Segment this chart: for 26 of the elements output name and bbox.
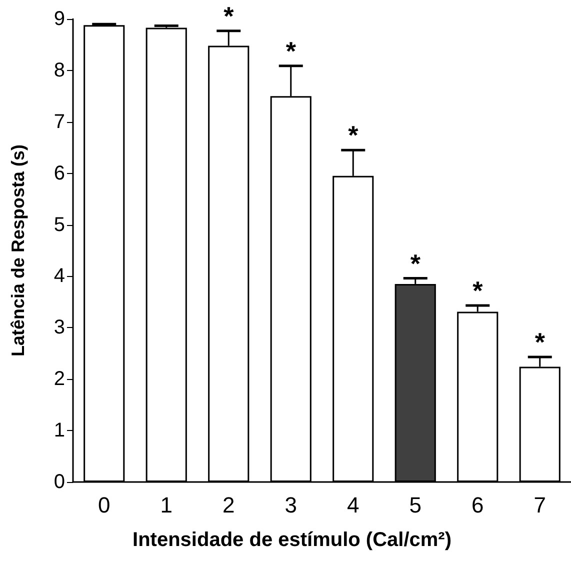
annotation: *: [348, 120, 360, 150]
x-tick-label: 7: [534, 492, 546, 518]
annotation: *: [472, 276, 484, 306]
x-tick-label: 5: [409, 492, 422, 518]
y-tick-label: 0: [54, 471, 65, 493]
y-tick-label: 2: [54, 368, 65, 390]
y-tick-label: 3: [54, 316, 65, 339]
x-axis-title: Intensidade de estímulo (Cal/cm²): [132, 529, 452, 551]
y-tick-label: 9: [54, 8, 65, 30]
y-tick-label: 1: [54, 420, 65, 442]
x-tick-label: 1: [160, 492, 172, 518]
x-tick-label: 3: [284, 492, 297, 518]
y-axis-title: Latência de Resposta (s): [8, 144, 28, 357]
y-tick-label: 5: [54, 214, 65, 236]
y-tick-label: 7: [54, 110, 65, 133]
x-tick-label: 6: [472, 492, 484, 518]
y-tick-label: 8: [54, 59, 65, 82]
x-tick-label: 0: [98, 492, 110, 518]
y-tick-label: 6: [54, 162, 65, 184]
x-tick-label: 4: [347, 492, 360, 518]
annotation: *: [224, 0, 235, 31]
y-tick-label: 4: [54, 265, 65, 288]
annotation: *: [534, 326, 546, 357]
x-tick-label: 2: [222, 492, 235, 518]
annotation: *: [410, 248, 422, 278]
annotation: *: [286, 36, 297, 66]
